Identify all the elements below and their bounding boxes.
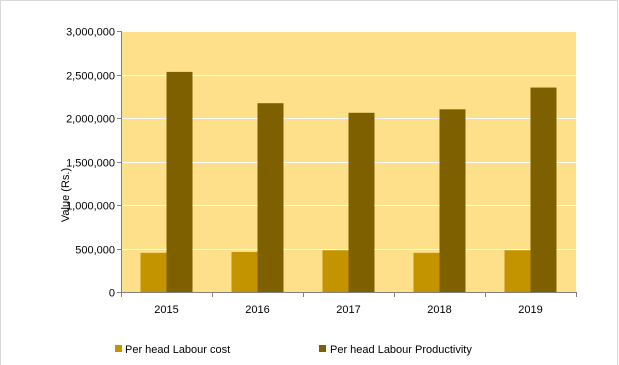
y-tick-label: 1,000,000 — [66, 201, 115, 213]
x-tick-label: 2018 — [427, 304, 451, 316]
x-tick-labels: 2015 2016 2017 2018 2019 — [154, 304, 542, 316]
y-tick-label: 2,000,000 — [66, 114, 115, 126]
y-axis-title: Value (Rs.) — [60, 168, 72, 222]
bar-per-head-labour-cost-2019 — [504, 250, 531, 292]
x-tick-label: 2017 — [336, 304, 360, 316]
y-tick-labels: 0 500,000 1,000,000 1,500,000 2,000,000 2,500… — [66, 27, 115, 300]
x-tick-label: 2019 — [518, 304, 542, 316]
x-tick-label: 2016 — [245, 304, 269, 316]
bars — [140, 71, 557, 293]
bar-per-head-labour-cost-2016 — [231, 251, 258, 292]
legend-label-labour-cost: Per head Labour cost — [125, 344, 230, 356]
bar-per-head-labour-productivity-2015 — [166, 71, 193, 292]
bar-per-head-labour-productivity-2017 — [348, 112, 375, 292]
bar-per-head-labour-productivity-2016 — [257, 103, 284, 293]
y-tick-label: 3,000,000 — [66, 27, 115, 39]
bar-per-head-labour-cost-2015 — [140, 252, 167, 292]
legend-label-labour-productivity: Per head Labour Productivity — [330, 344, 472, 356]
bar-per-head-labour-cost-2018 — [413, 252, 440, 292]
legend: Per head Labour cost Per head Labour Pro… — [115, 344, 472, 356]
bar-per-head-labour-productivity-2019 — [530, 87, 557, 292]
y-tick-label: 0 — [109, 288, 115, 300]
y-tick-label: 1,500,000 — [66, 158, 115, 170]
x-tick-label: 2015 — [154, 304, 178, 316]
legend-swatch-labour-cost — [115, 345, 122, 352]
y-tick-label: 2,500,000 — [66, 71, 115, 83]
axes — [117, 31, 577, 297]
bar-per-head-labour-productivity-2018 — [439, 109, 466, 292]
y-tick-label: 500,000 — [75, 245, 115, 257]
bar-per-head-labour-cost-2017 — [322, 250, 349, 292]
legend-swatch-labour-productivity — [319, 345, 326, 352]
